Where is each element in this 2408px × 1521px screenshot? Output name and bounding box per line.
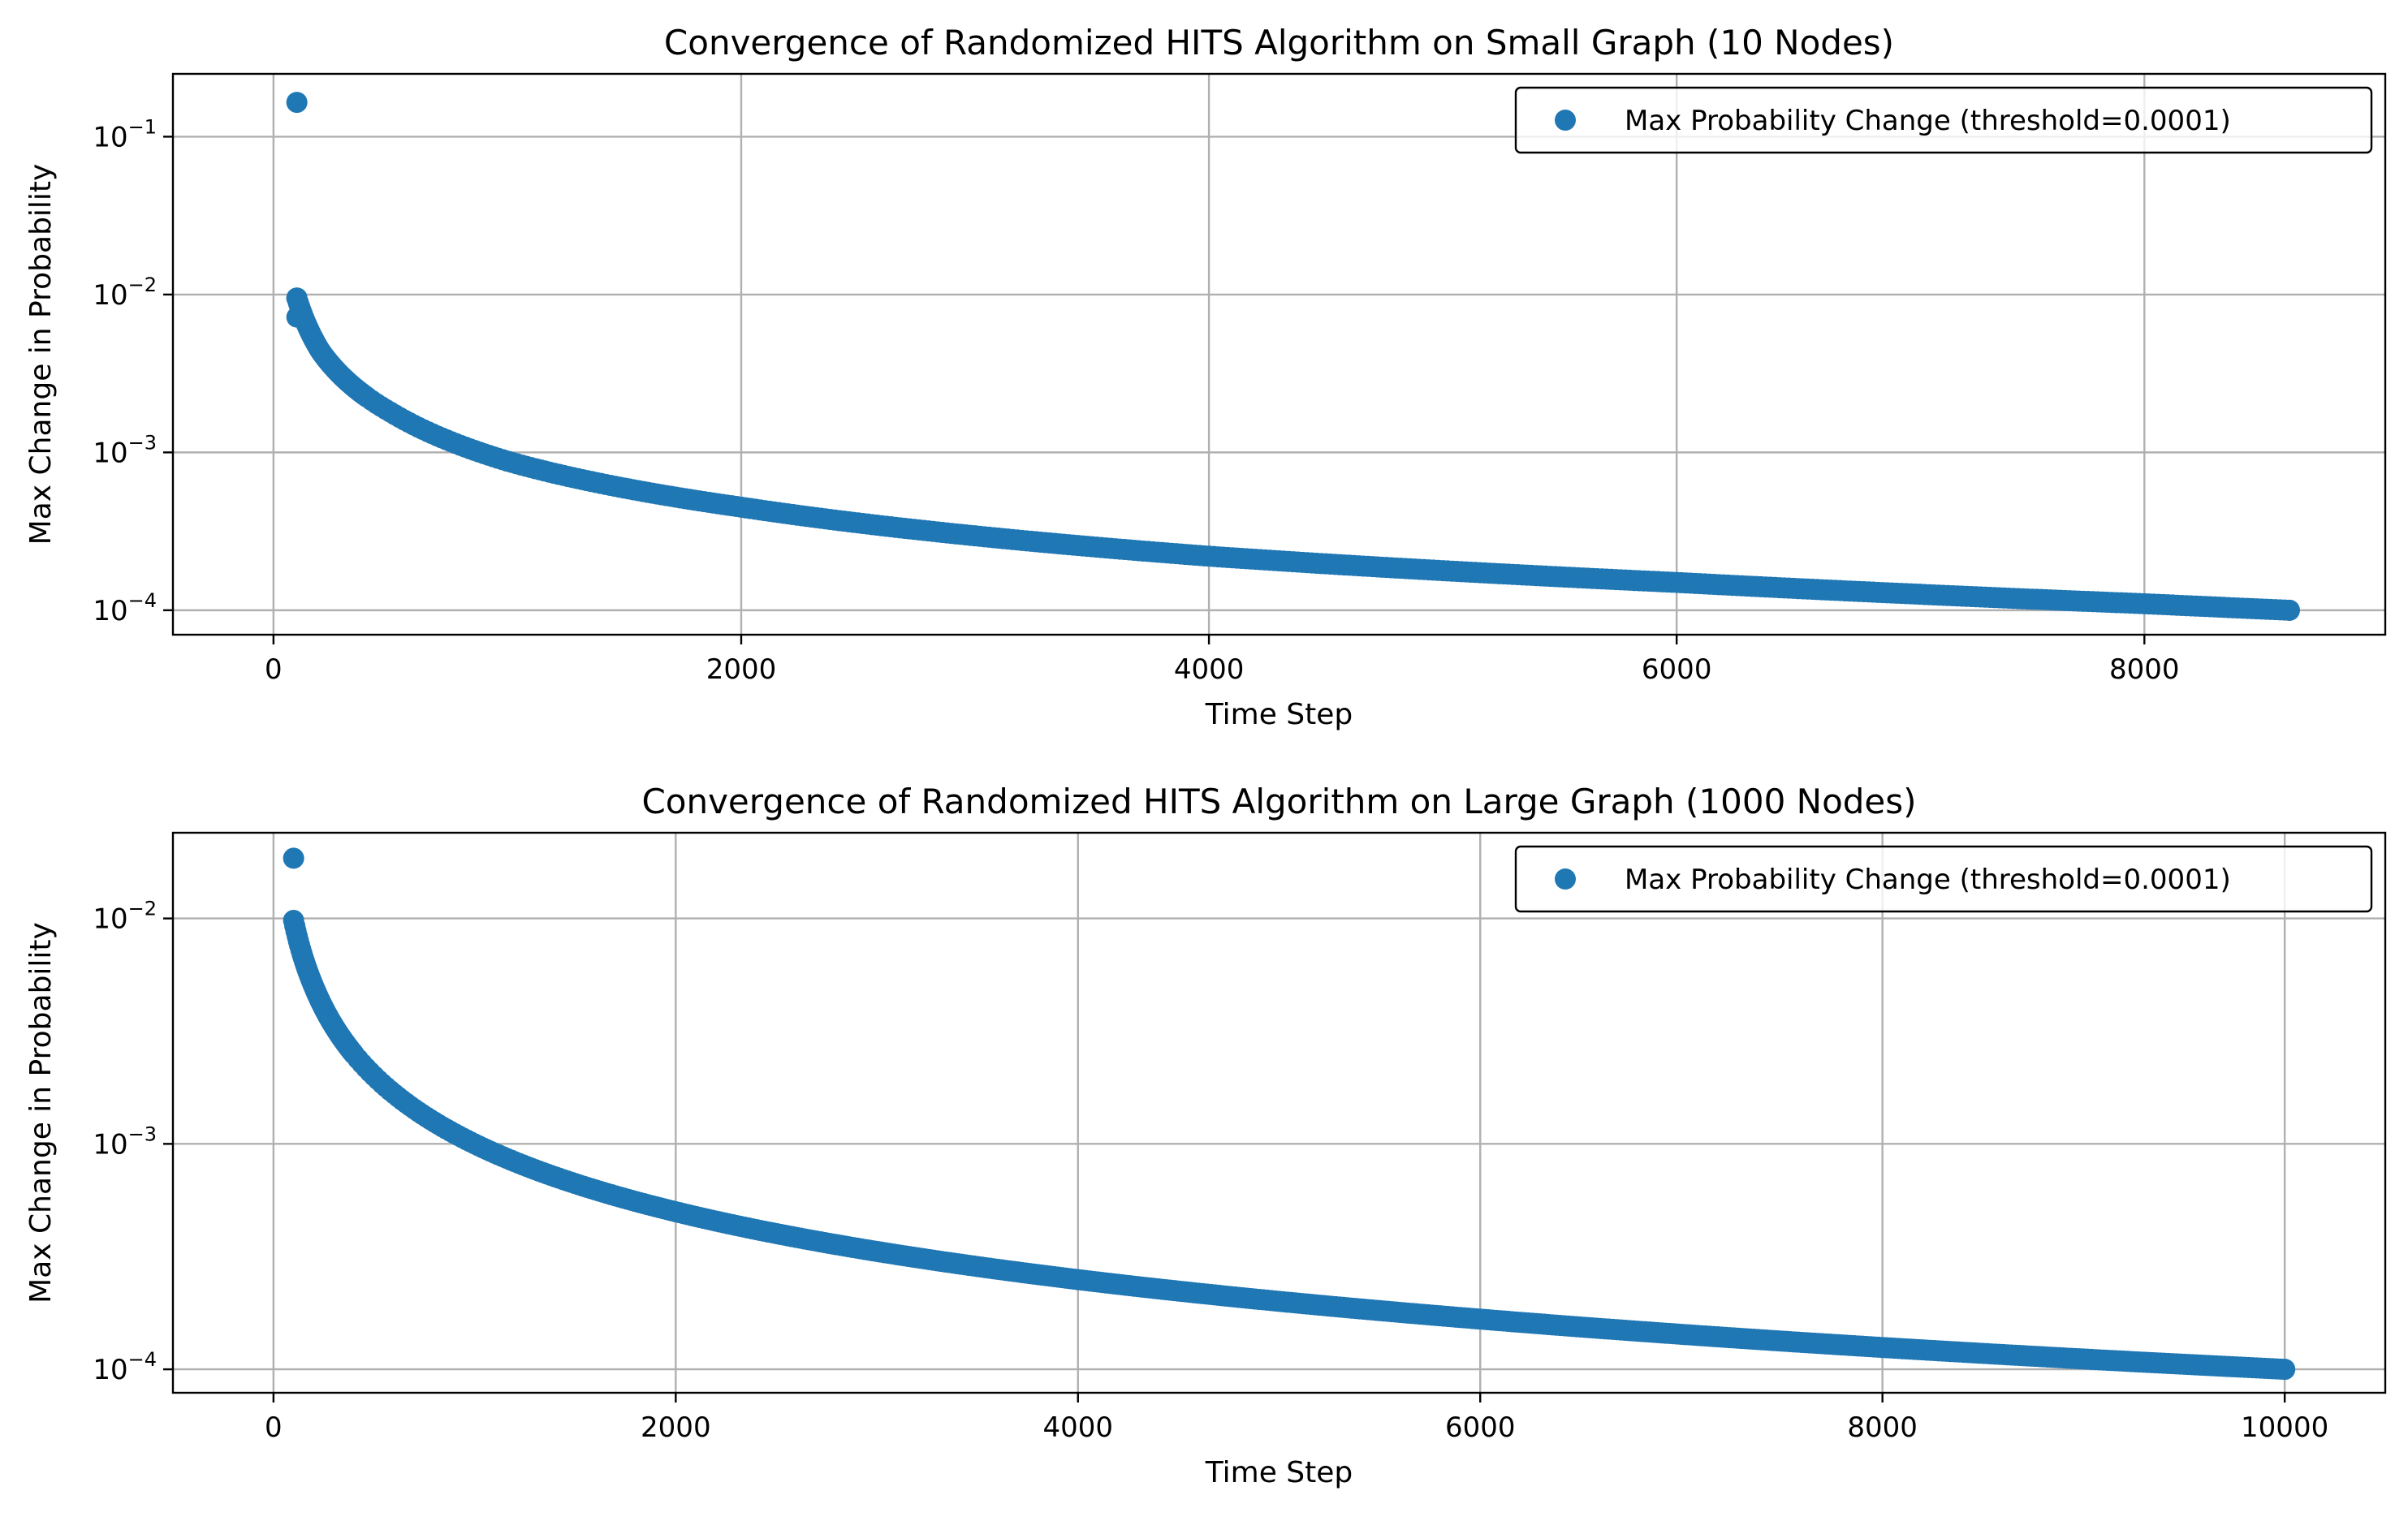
outlier-point-0 <box>283 847 304 869</box>
legend-label: Max Probability Change (threshold=0.0001… <box>1625 105 2231 137</box>
y-tick-label-3: 10−1 <box>93 115 157 153</box>
x-axis-label: Time Step <box>1205 1456 1353 1489</box>
data-point-462 <box>2278 599 2300 621</box>
data-points <box>283 847 2296 1381</box>
legend: Max Probability Change (threshold=0.0001… <box>1514 845 2373 913</box>
x-tick-label-5: 10000 <box>2241 1411 2328 1444</box>
legend-marker <box>1555 868 1576 890</box>
chart-panel-2: 0 2000 4000 6000 8000 10000 10−4 10−3 10−2 Time S… <box>24 782 2387 1489</box>
legend-box <box>1514 845 2373 913</box>
y-tick-label-0: 10−4 <box>93 589 157 627</box>
y-tick-label-1: 10−3 <box>93 1122 157 1161</box>
x-tick-label-4: 8000 <box>2109 653 2180 686</box>
y-tick-label-0: 10−4 <box>93 1348 157 1386</box>
y-axis-label: Max Change in Probability <box>24 164 58 545</box>
outlier-point-2 <box>286 306 308 328</box>
chart-title: Convergence of Randomized HITS Algorithm… <box>664 23 1894 62</box>
y-tick-label-2: 10−2 <box>93 898 157 936</box>
legend: Max Probability Change (threshold=0.0001… <box>1514 86 2373 154</box>
x-tick-label-1: 2000 <box>641 1411 711 1444</box>
y-axis-label: Max Change in Probability <box>24 922 58 1303</box>
legend-marker <box>1555 110 1576 131</box>
y-tick-label-2: 10−2 <box>93 274 157 312</box>
x-tick-label-2: 4000 <box>1043 1411 1114 1444</box>
x-axis-label: Time Step <box>1205 698 1353 731</box>
x-tick-label-3: 6000 <box>1445 1411 1516 1444</box>
x-tick-label-1: 2000 <box>706 653 777 686</box>
x-tick-label-0: 0 <box>265 1411 283 1444</box>
x-tick-label-0: 0 <box>265 653 283 686</box>
data-point-531 <box>2274 1359 2296 1381</box>
outlier-point-1 <box>286 287 308 309</box>
x-tick-label-2: 4000 <box>1174 653 1245 686</box>
chart-title: Convergence of Randomized HITS Algorithm… <box>641 782 1916 821</box>
gridlines <box>173 833 2385 1393</box>
x-tick-label-3: 6000 <box>1642 653 1712 686</box>
outlier-point-0 <box>286 92 308 114</box>
data-points <box>286 92 2300 621</box>
chart-panel-1: 0 2000 4000 6000 8000 10−4 10−3 10−2 10−1 Time St… <box>24 23 2387 731</box>
legend-label: Max Probability Change (threshold=0.0001… <box>1625 864 2231 896</box>
legend-box <box>1514 86 2373 154</box>
y-tick-label-1: 10−3 <box>93 431 157 469</box>
plot-frame <box>171 831 2387 1394</box>
plot-frame <box>171 72 2387 636</box>
x-tick-label-4: 8000 <box>1847 1411 1918 1444</box>
